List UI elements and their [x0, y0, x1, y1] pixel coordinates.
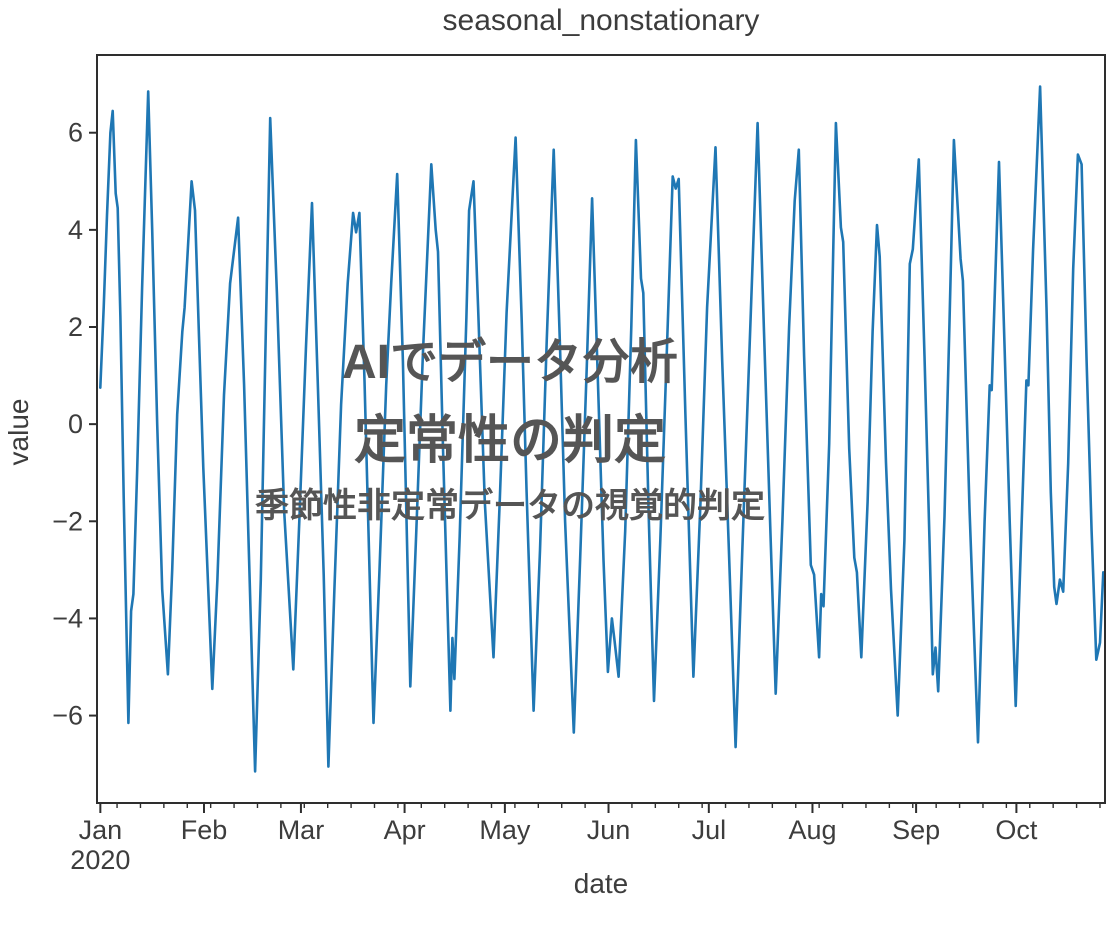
- x-tick-year-label: 2020: [70, 845, 130, 875]
- y-tick-label: 0: [68, 409, 83, 439]
- y-tick-label: 4: [68, 215, 83, 245]
- overlay-caption-line-3: 季節性非定常データの視覚的判定: [255, 487, 765, 525]
- y-tick-label: −6: [52, 701, 83, 731]
- y-tick-label: −2: [52, 506, 83, 536]
- x-tick-label: Jul: [692, 815, 727, 845]
- x-tick-label: Feb: [181, 815, 228, 845]
- x-tick-label: Sep: [892, 815, 940, 845]
- x-tick-label: Oct: [995, 815, 1038, 845]
- axes-frame: [96, 54, 1106, 804]
- x-tick-label: May: [479, 815, 531, 845]
- y-axis-label: value: [3, 398, 34, 466]
- x-tick-label: Jun: [587, 815, 631, 845]
- overlay-caption-line-1: AIでデータ分析: [341, 336, 679, 389]
- chart-title: seasonal_nonstationary: [442, 4, 760, 37]
- data-line-seasonal-nonstationary: [99, 85, 1105, 773]
- y-tick-label: 6: [68, 118, 83, 148]
- x-tick-label: Aug: [788, 815, 836, 845]
- x-tick-label: Mar: [278, 815, 325, 845]
- x-tick-label: Apr: [384, 815, 426, 845]
- x-axis-label: date: [573, 868, 629, 899]
- overlay-caption-line-2: 定常性の判定: [353, 412, 667, 470]
- y-tick-label: 2: [68, 312, 83, 342]
- y-tick-label: −4: [52, 603, 83, 633]
- x-tick-label: Jan: [79, 815, 123, 845]
